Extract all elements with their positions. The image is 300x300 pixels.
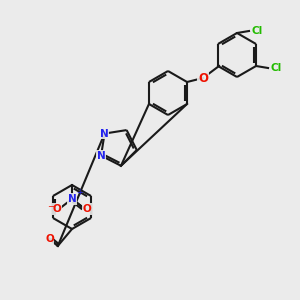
Text: Cl: Cl <box>251 26 262 36</box>
Text: O: O <box>82 204 91 214</box>
Text: O: O <box>45 234 54 244</box>
Text: Cl: Cl <box>270 63 281 73</box>
Text: +: + <box>76 188 83 197</box>
Text: −: − <box>47 202 55 211</box>
Text: N: N <box>97 151 105 160</box>
Text: N: N <box>100 129 109 139</box>
Text: O: O <box>198 71 208 85</box>
Text: N: N <box>68 194 76 204</box>
Text: O: O <box>52 204 62 214</box>
